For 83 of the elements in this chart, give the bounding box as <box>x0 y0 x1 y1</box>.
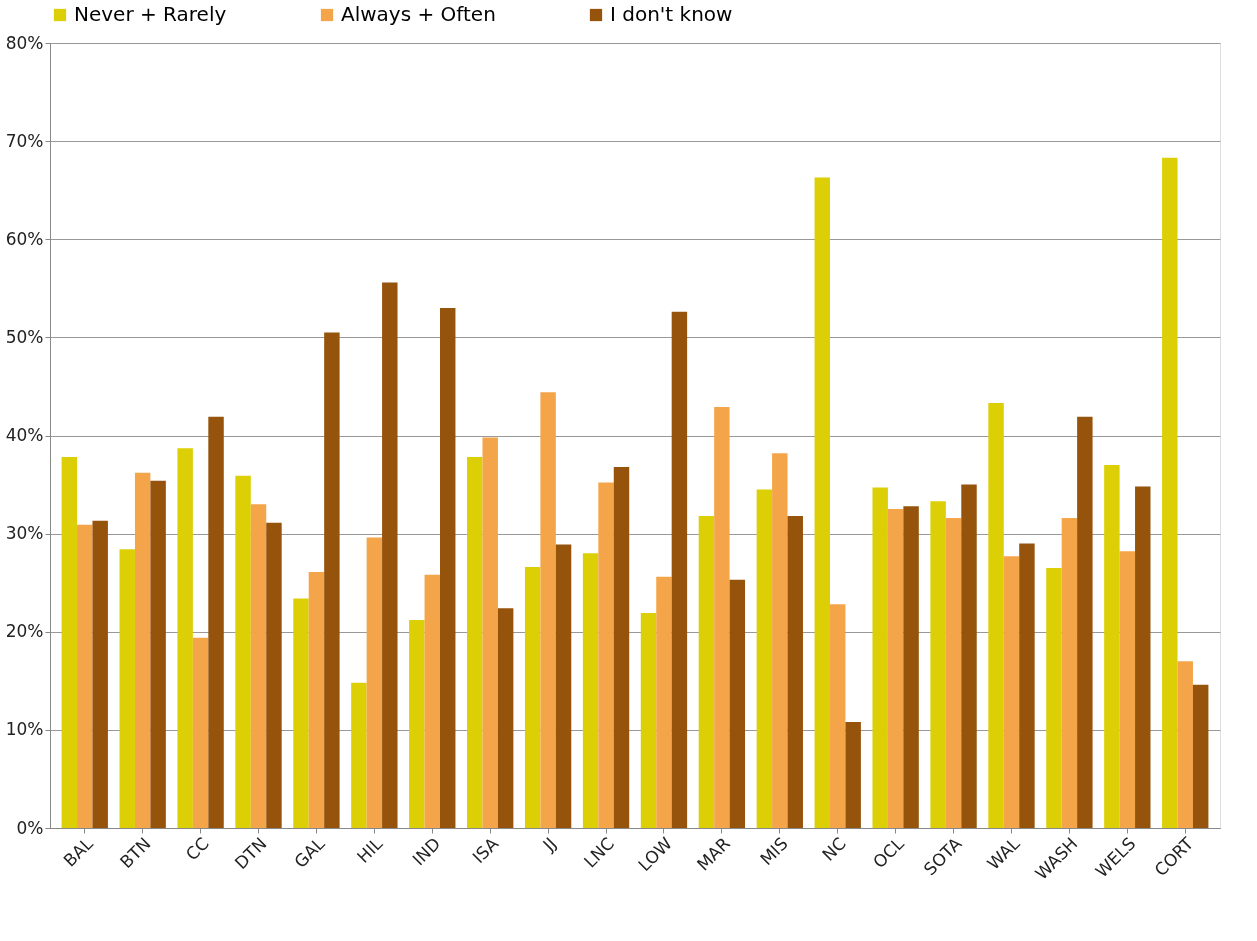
bar <box>324 332 340 828</box>
bar <box>582 553 599 828</box>
bar <box>640 613 657 828</box>
x-tick-label: BAL <box>59 833 98 871</box>
y-tick-label: 30% <box>5 523 44 544</box>
bar <box>1162 157 1178 828</box>
bar <box>1192 684 1209 828</box>
bar <box>1077 416 1093 828</box>
bar <box>961 484 977 828</box>
y-tick-label: 60% <box>5 228 44 249</box>
bar <box>814 177 830 828</box>
bar <box>1104 464 1120 828</box>
bar <box>208 416 224 828</box>
bar <box>524 566 541 828</box>
x-tick-label: ISA <box>468 833 503 868</box>
bar <box>497 608 514 828</box>
x-tick-label: WAL <box>983 833 1024 874</box>
y-tick-label: 20% <box>5 621 44 642</box>
bar <box>150 480 166 828</box>
bar <box>756 489 773 828</box>
bar <box>903 506 919 828</box>
bar <box>382 282 398 828</box>
bar <box>729 579 746 828</box>
bar <box>192 637 209 828</box>
y-tick-label: 0% <box>16 817 44 838</box>
bar <box>177 448 193 828</box>
bar <box>409 619 425 828</box>
bar <box>598 482 614 828</box>
bar <box>714 407 730 828</box>
legend-label: Never + Rarely <box>74 2 227 26</box>
x-tick-label: NC <box>818 833 850 865</box>
bar <box>424 574 440 828</box>
bar <box>555 544 572 828</box>
bar <box>250 504 267 828</box>
bar <box>482 437 498 828</box>
bar <box>845 722 861 828</box>
x-tick-label: CC <box>181 833 213 865</box>
bar <box>613 466 630 828</box>
y-tick-label: 50% <box>5 326 44 347</box>
bar <box>656 576 672 828</box>
y-tick-label: 70% <box>5 130 44 151</box>
bar <box>235 475 251 828</box>
bar <box>671 311 688 828</box>
bar <box>61 457 78 828</box>
x-tick-label: IND <box>408 833 445 870</box>
y-tick-label: 80% <box>5 32 44 53</box>
bar <box>467 457 483 828</box>
x-tick-label: HIL <box>352 833 387 867</box>
bar <box>1046 567 1062 828</box>
bar <box>945 517 962 828</box>
bar <box>366 537 383 828</box>
bar <box>772 453 788 828</box>
bar <box>293 598 309 828</box>
bar <box>887 509 904 828</box>
bar <box>266 522 282 828</box>
bar <box>988 403 1004 828</box>
y-tick-label: 40% <box>5 425 44 445</box>
legend-label: Always + Often <box>341 2 496 26</box>
legend-label: I don't know <box>610 2 733 26</box>
bar <box>830 604 846 828</box>
bar <box>119 549 135 828</box>
bar <box>930 501 946 828</box>
x-tick-label: JJ <box>538 833 561 856</box>
bar <box>1003 556 1020 828</box>
bar <box>351 682 367 828</box>
bar <box>1177 661 1193 828</box>
bar <box>77 524 93 828</box>
bar <box>1135 486 1151 828</box>
bar <box>1061 517 1078 828</box>
bar <box>308 571 325 828</box>
bar <box>1019 543 1035 828</box>
y-tick-label: 10% <box>5 719 44 740</box>
bar <box>872 487 888 828</box>
bar <box>440 307 456 828</box>
bar <box>698 515 715 828</box>
bar <box>1119 551 1136 828</box>
bar <box>787 515 803 828</box>
x-tick-label: MIS <box>756 833 792 870</box>
bar <box>134 472 151 828</box>
x-tick-label: OCL <box>868 833 909 873</box>
bar <box>92 520 108 828</box>
bar <box>540 392 556 828</box>
x-tick-label: GAL <box>290 833 329 872</box>
